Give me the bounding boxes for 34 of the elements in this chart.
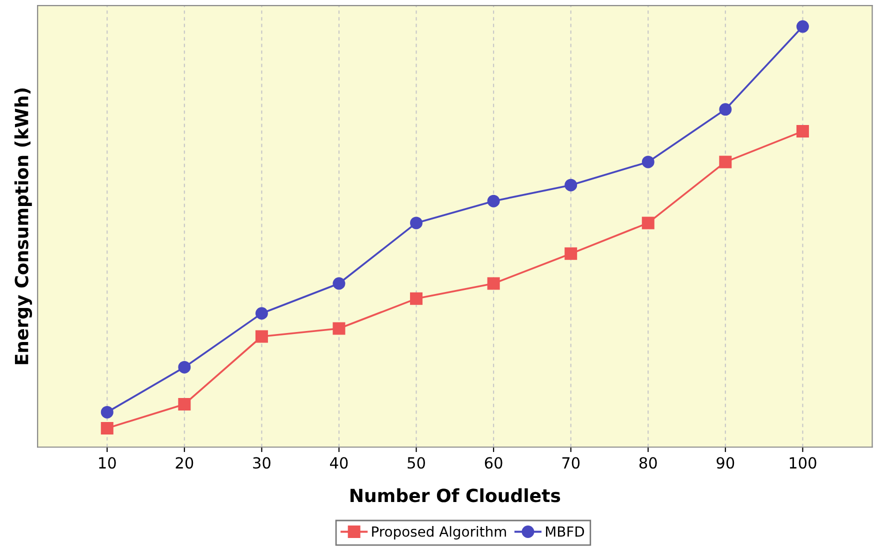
- point: [719, 156, 732, 168]
- point: [487, 194, 500, 208]
- point: [255, 330, 268, 343]
- legend-label: MBFD: [546, 526, 584, 537]
- x-tick-label: 40: [330, 457, 348, 469]
- legend-label: Proposed Algorithm: [372, 526, 506, 540]
- point: [410, 216, 423, 230]
- x-tick-label: 60: [484, 457, 502, 469]
- point: [796, 20, 809, 33]
- x-tick-label: 70: [562, 457, 580, 469]
- x-tick-label: 20: [176, 457, 194, 469]
- x-tick-label: 10: [99, 457, 116, 469]
- point: [642, 216, 654, 230]
- point: [564, 247, 578, 260]
- point: [796, 125, 809, 138]
- point: [178, 398, 191, 410]
- point: [332, 322, 346, 335]
- x-tick-label: 100: [790, 457, 816, 469]
- point: [178, 360, 191, 374]
- x-axis-title: Number Of Cloudlets: [350, 488, 560, 502]
- point: [487, 277, 500, 290]
- point: [564, 178, 578, 192]
- point: [332, 277, 346, 290]
- x-tick-label: 90: [716, 457, 734, 469]
- point: [100, 406, 114, 418]
- y-axis-title: Energy Consumption (kWh): [14, 88, 32, 364]
- point: [100, 422, 114, 434]
- point: [410, 292, 423, 305]
- point: [255, 307, 268, 320]
- x-tick-label: 50: [408, 457, 425, 469]
- point: [642, 156, 654, 168]
- x-tick-label: 30: [253, 457, 270, 469]
- point: [719, 103, 732, 116]
- x-tick-label: 80: [639, 457, 657, 469]
